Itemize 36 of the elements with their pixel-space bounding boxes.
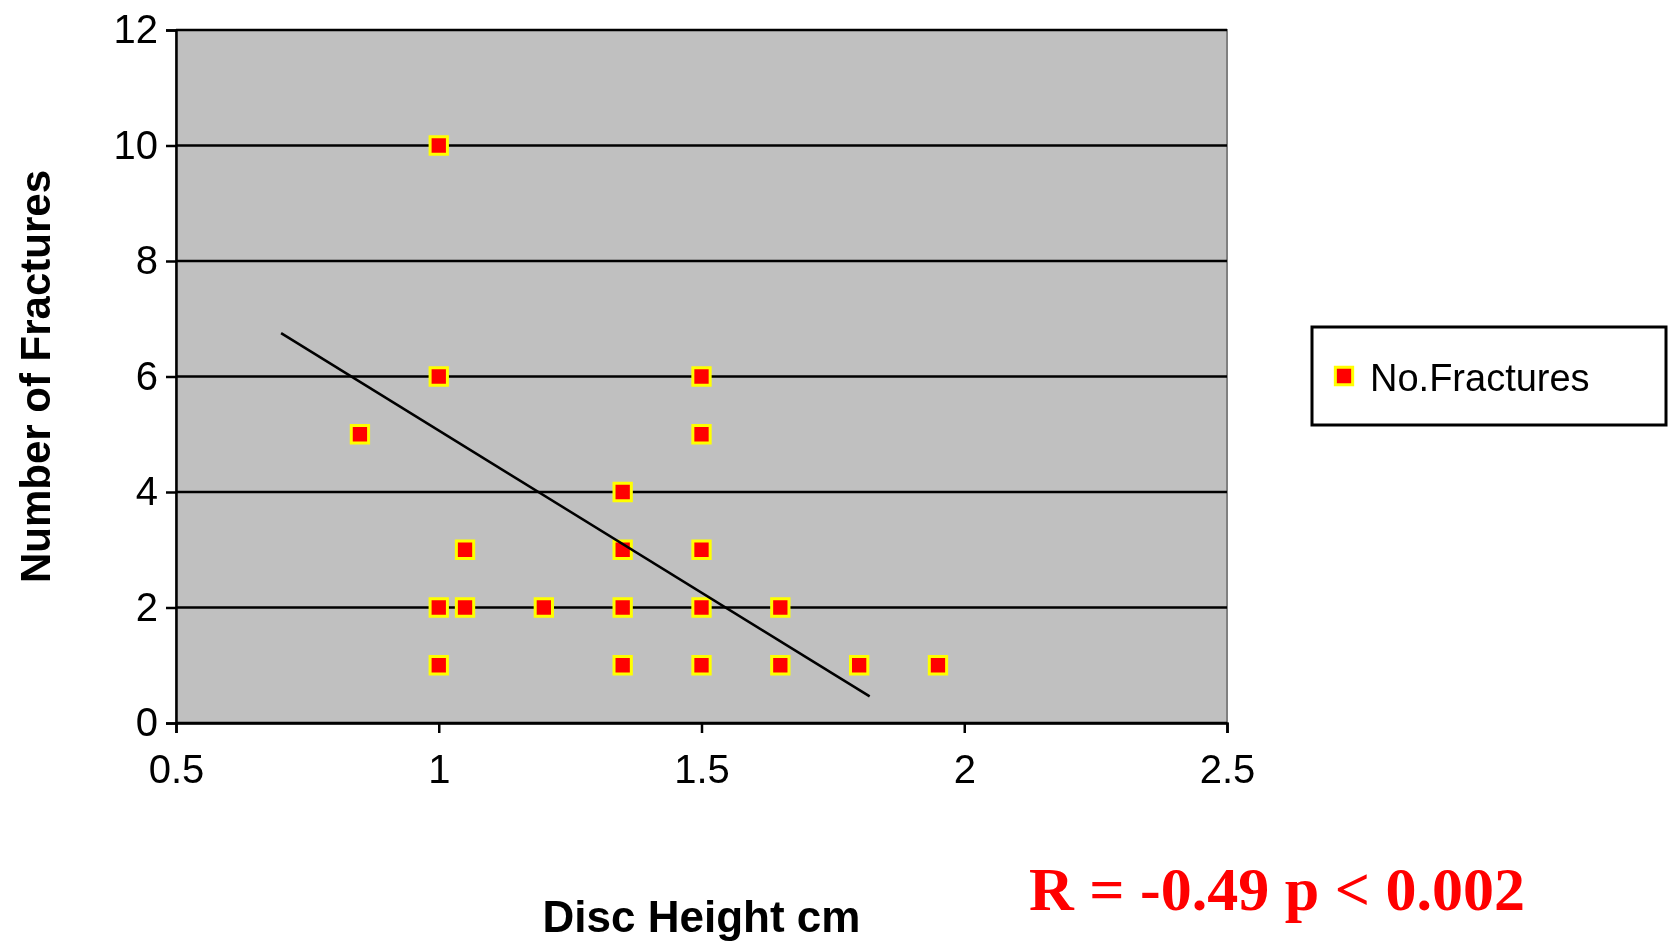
- legend-label: No.Fractures: [1370, 357, 1590, 399]
- x-tick-label: 2.5: [1199, 747, 1256, 792]
- x-axis-title: Disc Height cm: [542, 892, 861, 941]
- point: [428, 655, 449, 676]
- point: [612, 655, 633, 676]
- text: R = -0.49 p < 0.002: [1028, 855, 1526, 923]
- y-tick-label: 0: [135, 700, 158, 745]
- point: [533, 597, 555, 618]
- point: [691, 655, 712, 676]
- x-tick-label: 2: [953, 747, 976, 792]
- point: [691, 539, 712, 560]
- y-tick-label: 12: [113, 7, 158, 52]
- point: [612, 481, 633, 503]
- x-tick-label: 0.5: [148, 747, 205, 792]
- y-tick-label: 6: [135, 353, 158, 398]
- point: [691, 424, 712, 445]
- point: [454, 597, 476, 618]
- y-axis-title: Number of Fractures: [12, 169, 59, 584]
- x-tick-label: 1: [428, 747, 451, 792]
- x-tick-label: 1.5: [674, 747, 730, 792]
- point: [454, 539, 476, 560]
- point: [428, 366, 449, 387]
- point: [428, 597, 449, 618]
- point: [848, 655, 870, 676]
- point: [428, 135, 449, 156]
- y-tick-label: 2: [135, 584, 158, 629]
- y-tick-label: 4: [135, 469, 158, 514]
- point: [612, 597, 633, 618]
- y-tick-label: 8: [135, 238, 158, 283]
- point: [691, 597, 712, 618]
- y-tick-label: 10: [113, 122, 158, 167]
- point: [770, 597, 791, 618]
- point: [770, 655, 791, 676]
- point: [349, 424, 371, 445]
- point: [691, 366, 712, 387]
- point: [927, 655, 949, 676]
